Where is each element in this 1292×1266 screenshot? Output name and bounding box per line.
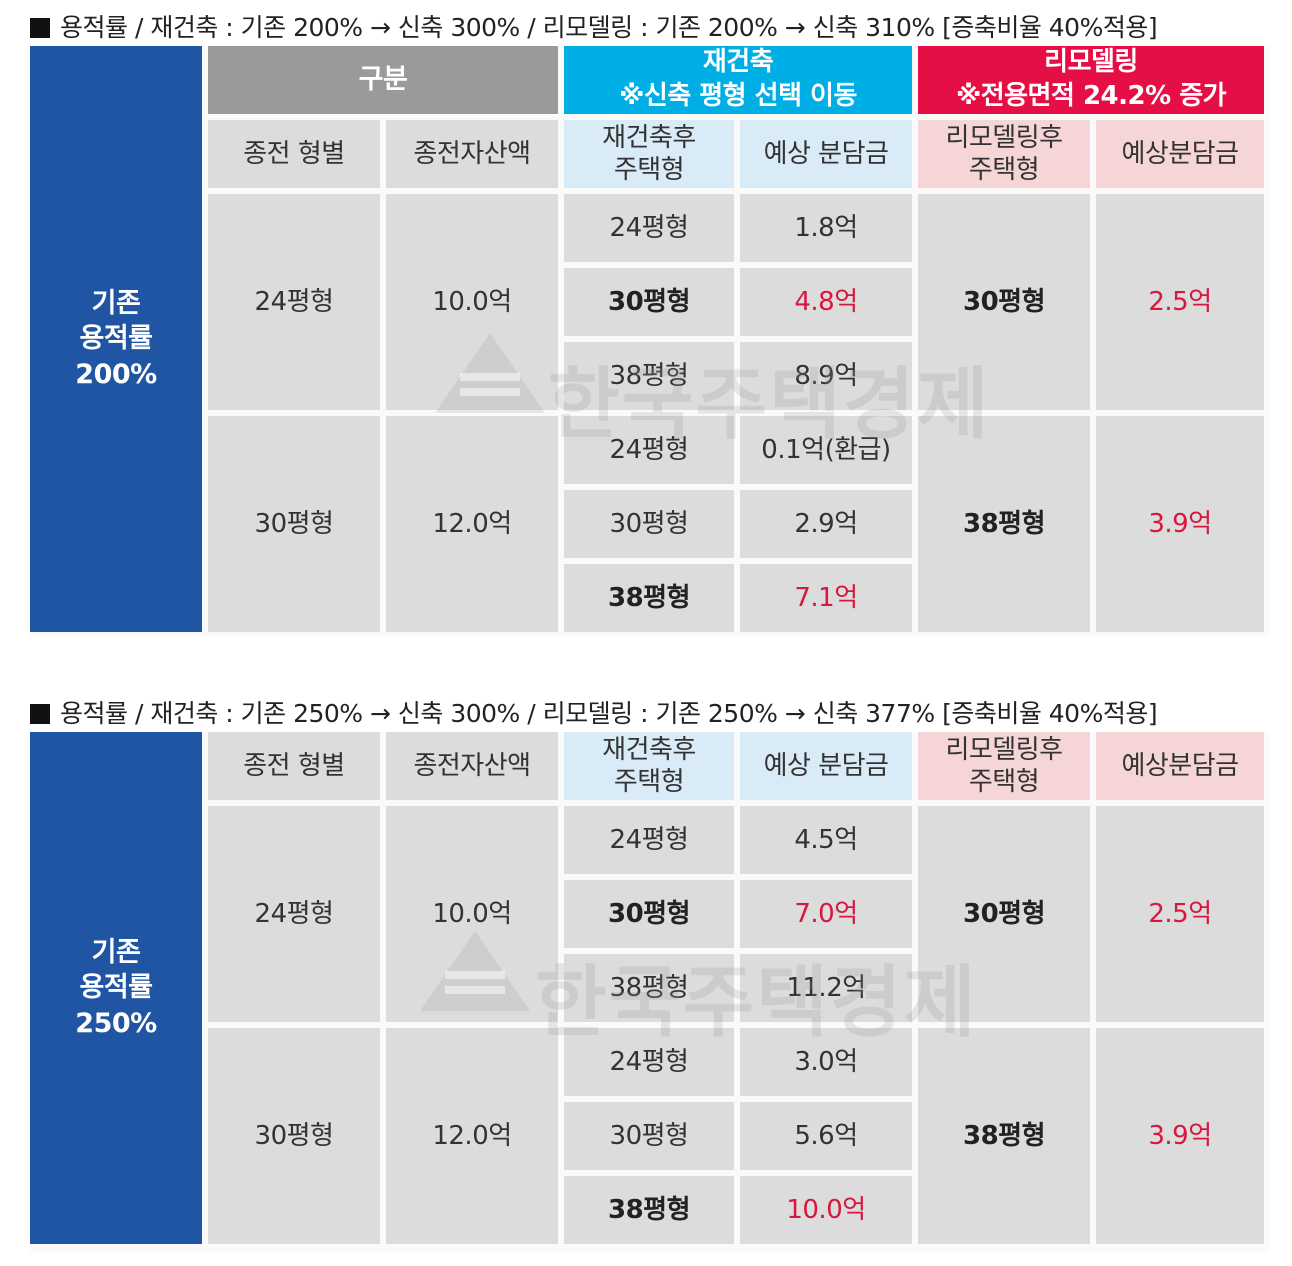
remodel-share-cell: 3.9억 bbox=[1096, 1028, 1264, 1244]
remodel-share-cell: 3.9억 bbox=[1096, 416, 1264, 632]
remodel-share-cell: 2.5억 bbox=[1096, 194, 1264, 410]
rebuild-share-cell: 11.2억 bbox=[740, 954, 912, 1022]
rebuild-share-cell: 0.1억(환급) bbox=[740, 416, 912, 484]
rebuild-type-cell: 38평형 bbox=[564, 954, 734, 1022]
caption-text: 용적률 / 재건축 : 기존 200% → 신축 300% / 리모델링 : 기… bbox=[60, 13, 1158, 42]
square-bullet-icon bbox=[30, 18, 50, 38]
col-header-asset: 종전자산액 bbox=[386, 120, 558, 188]
square-bullet-icon bbox=[30, 704, 50, 724]
side-label-line: 200% bbox=[75, 358, 157, 390]
col-header-rebuild-share: 예상 분담금 bbox=[740, 732, 912, 800]
prev-asset-cell: 10.0억 bbox=[386, 194, 558, 410]
rebuild-share-cell: 2.9억 bbox=[740, 490, 912, 558]
rebuild-type-cell: 24평형 bbox=[564, 806, 734, 874]
remodel-type-cell: 38평형 bbox=[918, 416, 1090, 632]
rebuild-share-cell: 7.0억 bbox=[740, 880, 912, 948]
col-header-type: 종전 형별 bbox=[208, 732, 380, 800]
header-rebuild: 재건축 ※신축 평형 선택 이동 bbox=[564, 46, 912, 114]
rebuild-share-cell: 1.8억 bbox=[740, 194, 912, 262]
header-line: 재건축후 bbox=[602, 734, 696, 765]
side-label-line: 250% bbox=[75, 1007, 157, 1039]
header-line: 재건축후 bbox=[602, 122, 696, 153]
rebuild-share-cell: 7.1억 bbox=[740, 564, 912, 632]
side-label-line: 용적률 bbox=[79, 972, 153, 1004]
table-200: 기존 용적률 200% 구분 재건축 ※신축 평형 선택 이동 리모델링 ※전용… bbox=[30, 46, 1270, 636]
col-header-rebuild-type: 재건축후 주택형 bbox=[564, 732, 734, 800]
rebuild-type-cell: 24평형 bbox=[564, 194, 734, 262]
col-header-type: 종전 형별 bbox=[208, 120, 380, 188]
rebuild-share-cell: 5.6억 bbox=[740, 1102, 912, 1170]
header-remodel: 리모델링 ※전용면적 24.2% 증가 bbox=[918, 46, 1264, 114]
remodel-type-cell: 30평형 bbox=[918, 194, 1090, 410]
remodel-type-cell: 38평형 bbox=[918, 1028, 1090, 1244]
section-caption: 용적률 / 재건축 : 기존 200% → 신축 300% / 리모델링 : 기… bbox=[30, 8, 1158, 44]
section-caption: 용적률 / 재건축 : 기존 250% → 신축 300% / 리모델링 : 기… bbox=[30, 694, 1158, 730]
section-200: 용적률 / 재건축 : 기존 200% → 신축 300% / 리모델링 : 기… bbox=[30, 8, 1270, 636]
header-line: 주택형 bbox=[968, 155, 1040, 185]
prev-type-cell: 24평형 bbox=[208, 194, 380, 410]
side-label-line: 기존 bbox=[91, 937, 141, 969]
rebuild-type-cell: 38평형 bbox=[564, 342, 734, 410]
col-header-remodel-type: 리모델링후 주택형 bbox=[918, 120, 1090, 188]
header-gubun: 구분 bbox=[208, 46, 558, 114]
section-250: 용적률 / 재건축 : 기존 250% → 신축 300% / 리모델링 : 기… bbox=[0, 686, 1292, 1266]
rebuild-share-cell: 4.5억 bbox=[740, 806, 912, 874]
rebuild-share-cell: 8.9억 bbox=[740, 342, 912, 410]
remodel-type-cell: 30평형 bbox=[918, 806, 1090, 1022]
header-remodel-title: 리모델링 bbox=[1044, 47, 1138, 78]
col-header-rebuild-type: 재건축후 주택형 bbox=[564, 120, 734, 188]
prev-type-cell: 30평형 bbox=[208, 416, 380, 632]
rebuild-type-cell: 30평형 bbox=[564, 268, 734, 336]
rebuild-type-cell: 38평형 bbox=[564, 564, 734, 632]
side-label: 기존 용적률 250% bbox=[30, 732, 202, 1244]
rebuild-type-cell: 24평형 bbox=[564, 1028, 734, 1096]
side-label-line: 용적률 bbox=[79, 323, 153, 355]
rebuild-share-cell: 4.8억 bbox=[740, 268, 912, 336]
prev-type-cell: 30평형 bbox=[208, 1028, 380, 1244]
prev-asset-cell: 12.0억 bbox=[386, 416, 558, 632]
col-header-rebuild-share: 예상 분담금 bbox=[740, 120, 912, 188]
side-label: 기존 용적률 200% bbox=[30, 46, 202, 632]
col-header-remodel-type: 리모델링후 주택형 bbox=[918, 732, 1090, 800]
rebuild-type-cell: 30평형 bbox=[564, 880, 734, 948]
remodel-share-cell: 2.5억 bbox=[1096, 806, 1264, 1022]
header-line: 리모델링후 bbox=[945, 122, 1063, 153]
rebuild-type-cell: 30평형 bbox=[564, 490, 734, 558]
rebuild-type-cell: 38평형 bbox=[564, 1176, 734, 1244]
header-line: 주택형 bbox=[613, 767, 685, 797]
rebuild-type-cell: 24평형 bbox=[564, 416, 734, 484]
rebuild-type-cell: 30평형 bbox=[564, 1102, 734, 1170]
header-line: 리모델링후 bbox=[945, 734, 1063, 765]
prev-asset-cell: 12.0억 bbox=[386, 1028, 558, 1244]
header-remodel-note: ※전용면적 24.2% 증가 bbox=[955, 81, 1227, 111]
header-rebuild-title: 재건축 bbox=[702, 47, 774, 78]
prev-asset-cell: 10.0억 bbox=[386, 806, 558, 1022]
rebuild-share-cell: 10.0억 bbox=[740, 1176, 912, 1244]
table-250: 기존 용적률 250% 종전 형별 종전자산액 재건축후 주택형 예상 분담금 … bbox=[30, 732, 1270, 1252]
col-header-asset: 종전자산액 bbox=[386, 732, 558, 800]
prev-type-cell: 24평형 bbox=[208, 806, 380, 1022]
col-header-remodel-share: 예상분담금 bbox=[1096, 732, 1264, 800]
caption-text: 용적률 / 재건축 : 기존 250% → 신축 300% / 리모델링 : 기… bbox=[60, 699, 1158, 728]
header-rebuild-note: ※신축 평형 선택 이동 bbox=[619, 81, 857, 111]
header-line: 주택형 bbox=[968, 767, 1040, 797]
header-line: 주택형 bbox=[613, 155, 685, 185]
col-header-remodel-share: 예상분담금 bbox=[1096, 120, 1264, 188]
rebuild-share-cell: 3.0억 bbox=[740, 1028, 912, 1096]
side-label-line: 기존 bbox=[91, 288, 141, 320]
